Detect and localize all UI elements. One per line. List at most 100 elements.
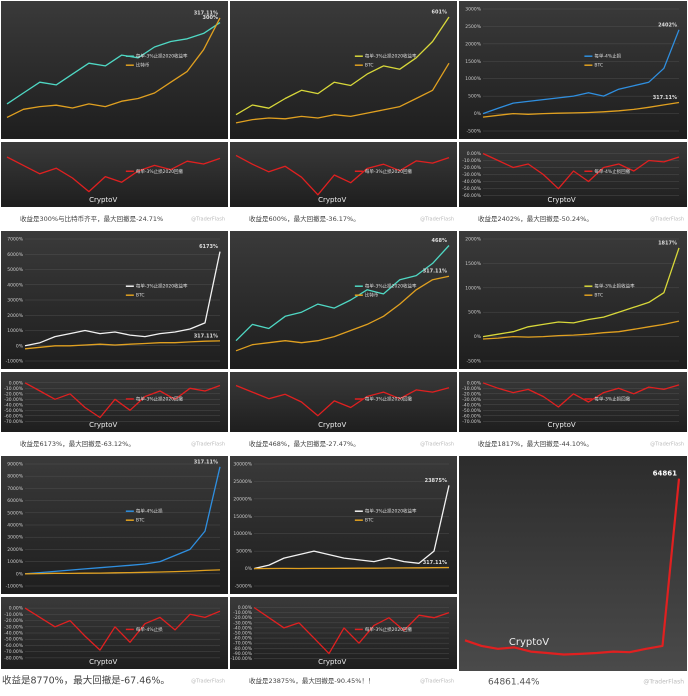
legend-label: 每单-4%止损回撤 bbox=[594, 168, 630, 175]
y-tick-label: 2500% bbox=[465, 24, 481, 30]
y-tick-label: -80.00% bbox=[4, 655, 24, 661]
plot-background bbox=[459, 372, 687, 432]
series-line bbox=[24, 607, 221, 651]
legend-label: BTC bbox=[365, 63, 374, 69]
annotation: 317.11% bbox=[194, 333, 218, 339]
series-line bbox=[482, 29, 680, 115]
legend-label: 每单-3%止损2020收益率 bbox=[136, 53, 188, 60]
series-line bbox=[6, 156, 221, 193]
y-tick-label: 1000% bbox=[465, 76, 481, 82]
y-tick-label: -60.00% bbox=[4, 643, 24, 649]
watermark: CryptoV bbox=[89, 658, 117, 666]
y-tick-label: -100.00% bbox=[230, 656, 252, 662]
y-tick-label: -70.00% bbox=[233, 641, 253, 647]
y-tick-label: 3000% bbox=[465, 7, 481, 13]
y-tick-label: -40.00% bbox=[462, 179, 482, 185]
legend-label: 每单-3%止损2020收益率 bbox=[136, 283, 188, 290]
series-line bbox=[24, 340, 221, 350]
annotation: 317.11% bbox=[194, 459, 218, 465]
y-tick-label: 1500% bbox=[465, 59, 481, 65]
series-line bbox=[253, 606, 450, 655]
series-line bbox=[24, 382, 221, 419]
legend-label: BTC bbox=[365, 518, 374, 524]
y-tick-label: 0% bbox=[474, 334, 482, 340]
annotation: 1817% bbox=[658, 240, 677, 246]
credit: @TraderFlash bbox=[191, 679, 225, 685]
y-tick-label: 10000% bbox=[233, 531, 252, 537]
annotation: 317.11% bbox=[653, 95, 677, 101]
series-line bbox=[482, 101, 680, 118]
y-tick-label: 0% bbox=[245, 566, 253, 572]
y-tick-label: 1000% bbox=[7, 559, 23, 565]
plot-background bbox=[459, 1, 687, 139]
y-tick-label: -10.00% bbox=[462, 386, 482, 392]
annotation: 64861 bbox=[653, 470, 677, 478]
legend-label: BTC bbox=[594, 293, 603, 299]
y-tick-label: -50.00% bbox=[233, 631, 253, 637]
legend-label: 每单-3%止损2020收益率 bbox=[365, 508, 417, 515]
series-line bbox=[482, 382, 680, 408]
y-tick-label: -20.00% bbox=[462, 165, 482, 171]
y-tick-label: -60.00% bbox=[233, 636, 253, 642]
legend-label: 每单-3%止损2020回撤 bbox=[365, 168, 413, 175]
plot-background bbox=[230, 231, 457, 369]
series-line bbox=[235, 16, 450, 116]
series-line bbox=[6, 17, 221, 118]
series-line bbox=[6, 22, 221, 105]
legend-label: 每单-4%止损 bbox=[594, 53, 621, 60]
plot-background bbox=[459, 231, 687, 369]
series-line bbox=[235, 245, 450, 342]
y-tick-label: -40.00% bbox=[462, 402, 482, 408]
annotation: 601% bbox=[432, 9, 447, 15]
legend-label: 每单-3%止损回撤 bbox=[594, 396, 630, 403]
series-line bbox=[482, 320, 680, 340]
y-tick-label: -60.00% bbox=[462, 413, 482, 419]
y-tick-label: 0% bbox=[474, 111, 482, 117]
y-tick-label: -90.00% bbox=[233, 651, 253, 657]
legend-label: 每单-3%止损2020回撤 bbox=[136, 396, 184, 403]
y-tick-label: 0.00% bbox=[467, 151, 482, 157]
caption: 收益是468%，最大回撤是-27.47%。 bbox=[249, 439, 360, 448]
y-tick-label: 4000% bbox=[7, 523, 23, 529]
y-tick-label: 5000% bbox=[7, 267, 23, 273]
caption: 收益是1817%，最大回撤是-44.10%。 bbox=[478, 439, 593, 448]
credit: @TraderFlash bbox=[191, 442, 225, 448]
credit: @TraderFlash bbox=[643, 679, 684, 686]
y-tick-label: 6000% bbox=[7, 252, 23, 258]
caption: 收益是2402%，最大回撤是-50.24%。 bbox=[478, 214, 593, 223]
credit: @TraderFlash bbox=[420, 679, 454, 685]
legend-label: 每单-3%止损2020回撤 bbox=[365, 396, 413, 403]
annotation: 6173% bbox=[199, 244, 218, 250]
y-tick-label: -20.00% bbox=[462, 391, 482, 397]
y-tick-label: -10.00% bbox=[4, 612, 24, 618]
y-tick-label: 1000% bbox=[7, 328, 23, 334]
y-tick-label: 20000% bbox=[233, 496, 252, 502]
legend-label: 比特币 bbox=[365, 292, 379, 299]
y-tick-label: 2000% bbox=[7, 547, 23, 553]
plot-background bbox=[459, 456, 687, 671]
series-line bbox=[253, 485, 450, 570]
series-line bbox=[235, 62, 450, 124]
y-tick-label: 6000% bbox=[7, 498, 23, 504]
y-tick-label: -30.00% bbox=[4, 624, 24, 630]
y-tick-label: 500% bbox=[468, 310, 482, 316]
legend-label: 每单-3%止损2020回撤 bbox=[136, 168, 184, 175]
watermark: CryptoV bbox=[89, 196, 117, 204]
y-tick-label: 2000% bbox=[465, 41, 481, 47]
watermark: CryptoV bbox=[548, 421, 576, 429]
y-tick-label: 9000% bbox=[7, 462, 23, 468]
plot-background bbox=[230, 142, 457, 207]
plot-background bbox=[230, 372, 457, 432]
y-tick-label: 0% bbox=[16, 343, 24, 349]
y-tick-label: -80.00% bbox=[233, 646, 253, 652]
y-tick-label: -70.00% bbox=[4, 419, 24, 425]
legend-label: 每单-3%止损收益率 bbox=[594, 283, 635, 290]
watermark: CryptoV bbox=[318, 658, 346, 666]
y-tick-label: -30.00% bbox=[462, 172, 482, 178]
y-tick-label: -5000% bbox=[235, 584, 253, 590]
y-tick-label: -1000% bbox=[6, 359, 24, 365]
y-tick-label: -30.00% bbox=[4, 397, 24, 403]
legend-label: 每单-3%止损2020收益率 bbox=[365, 53, 417, 60]
y-tick-label: 25000% bbox=[233, 479, 252, 485]
credit: @TraderFlash bbox=[650, 217, 684, 223]
